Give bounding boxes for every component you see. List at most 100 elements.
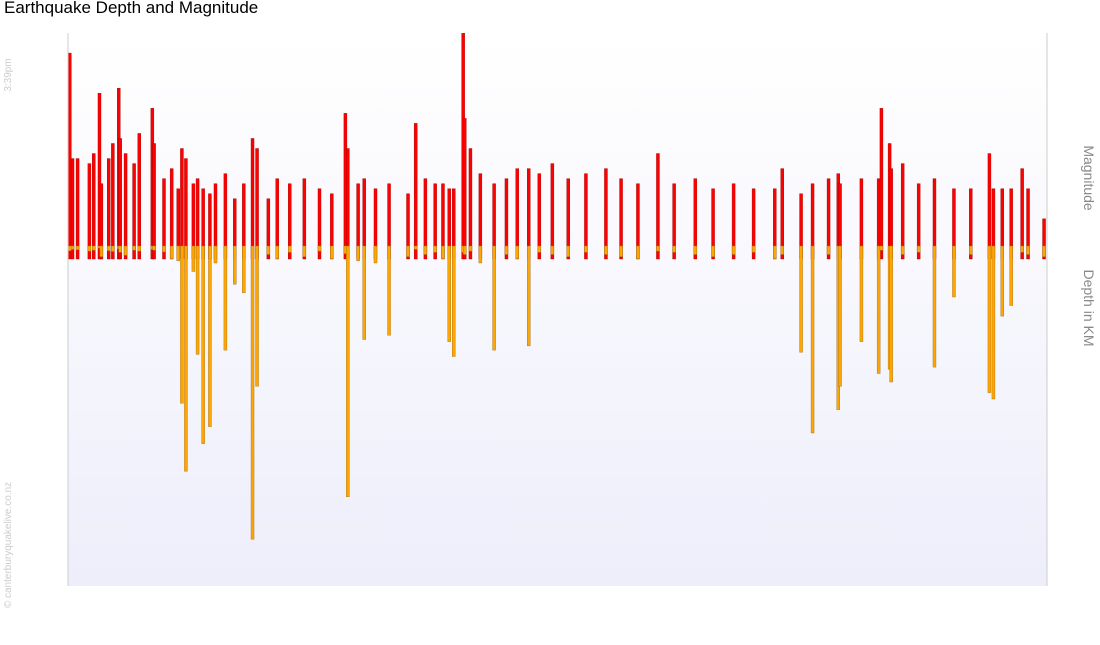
magnitude-bar [969, 188, 973, 260]
depth-bar [1026, 245, 1030, 255]
magnitude-bar [504, 178, 509, 260]
depth-bar [330, 245, 334, 259]
magnitude-bar [987, 153, 992, 260]
depth-bar [492, 245, 496, 351]
magnitude-bar [537, 173, 542, 260]
depth-bar [201, 245, 205, 444]
magnitude-bar [330, 193, 334, 260]
magnitude-bar [423, 178, 428, 260]
magnitude-bar [97, 93, 102, 260]
depth-bar [68, 245, 72, 251]
magnitude-bar [672, 183, 676, 260]
magnitude-bar [566, 178, 570, 260]
depth-bar [1000, 245, 1005, 317]
depth-bar [991, 245, 996, 400]
bars [68, 33, 1046, 540]
depth-bar [826, 245, 831, 255]
depth-bar [184, 245, 188, 472]
magnitude-bar [693, 178, 698, 260]
magnitude-bar [169, 168, 174, 260]
y2-axis-title: Depth in KM [1081, 269, 1097, 346]
depth-bar [550, 245, 555, 255]
magnitude-bar [527, 168, 531, 260]
magnitude-bar [468, 148, 473, 260]
depth-bar [468, 245, 473, 252]
depth-bar [900, 245, 905, 255]
depth-bar [433, 245, 437, 253]
depth-bar [566, 245, 570, 257]
depth-bar [266, 245, 271, 255]
magnitude-bar [751, 188, 756, 260]
magnitude-bar [68, 52, 72, 260]
magnitude-bar [731, 183, 736, 260]
depth-bar [656, 245, 660, 252]
magnitude-bar [1026, 188, 1030, 260]
magnitude-bar [118, 138, 122, 260]
magnitude-bar [711, 188, 715, 260]
depth-bar [799, 245, 803, 353]
depth-bar [387, 245, 391, 336]
depth-bar [208, 245, 212, 427]
magnitude-bar [515, 168, 519, 260]
depth-bar [527, 245, 531, 347]
depth-bar [1009, 245, 1013, 306]
magnitude-bar [413, 123, 418, 260]
magnitude-bar [70, 158, 75, 260]
magnitude-bar [780, 168, 784, 260]
magnitude-bar [250, 138, 255, 260]
magnitude-bar [619, 178, 623, 260]
magnitude-bar [92, 153, 96, 260]
depth-bar [672, 245, 676, 253]
depth-bar [152, 245, 156, 251]
magnitude-bar [87, 163, 92, 260]
magnitude-bar [916, 183, 921, 260]
y-axis-title: Magnitude [1081, 145, 1097, 211]
magnitude-bar [302, 178, 307, 260]
depth-bar [123, 245, 128, 256]
depth-bar [233, 245, 237, 285]
magnitude-bar [288, 183, 292, 260]
depth-bar [118, 245, 122, 253]
depth-bar [413, 245, 418, 250]
depth-bar [132, 245, 136, 251]
depth-bar [731, 245, 736, 255]
depth-bar [169, 245, 174, 259]
magnitude-bar [162, 178, 166, 260]
depth-bar [619, 245, 623, 257]
magnitude-bar [773, 188, 777, 260]
depth-bar [111, 245, 115, 252]
depth-bar [176, 245, 180, 262]
depth-bar [180, 245, 184, 404]
depth-bar [751, 245, 756, 253]
depth-bar [838, 245, 842, 387]
depth-bar [515, 245, 519, 259]
depth-bar [242, 245, 246, 293]
magnitude-bar [604, 168, 608, 260]
depth-bar [356, 245, 360, 262]
depth-bar [447, 245, 451, 342]
magnitude-bar [656, 153, 660, 260]
depth-bar [317, 245, 322, 252]
depth-bar [275, 245, 279, 259]
magnitude-bar [317, 188, 322, 260]
depth-bar [889, 245, 893, 383]
magnitude-bar [75, 158, 80, 260]
magnitude-bar [346, 148, 350, 260]
magnitude-bar [433, 183, 437, 260]
depth-bar [255, 245, 259, 387]
depth-bar [346, 245, 350, 497]
depth-bar [773, 245, 777, 259]
depth-bar [537, 245, 542, 253]
magnitude-bar [1020, 168, 1024, 260]
depth-bar [137, 245, 142, 252]
depth-bar [1042, 245, 1046, 257]
depth-bar [162, 245, 166, 253]
depth-bar [604, 245, 608, 255]
chart-title: Earthquake Depth and Magnitude [4, 0, 258, 17]
depth-bar [99, 245, 104, 257]
depth-bar [195, 245, 200, 355]
depth-bar [362, 245, 366, 340]
depth-bar [969, 245, 973, 255]
magnitude-bar [636, 183, 640, 260]
